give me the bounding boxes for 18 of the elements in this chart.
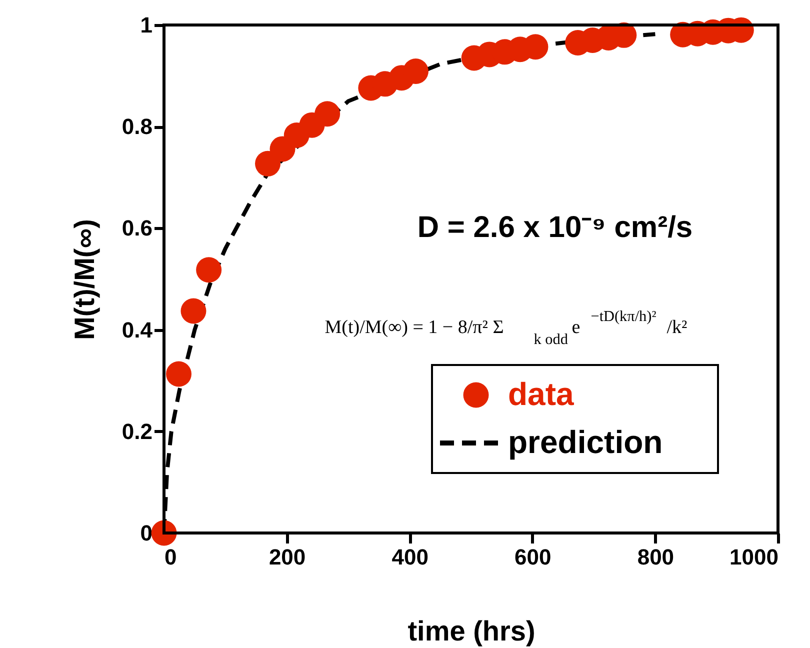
y-tick-label: 0.4	[122, 317, 154, 342]
text: M(t)/M(∞) = 1 − 8/π² Σk odd e−tD(kπ/h)²/k²	[324, 308, 688, 348]
legend-label: prediction	[508, 424, 663, 460]
x-tick-label: 200	[268, 544, 306, 570]
x-tick-label: 400	[392, 544, 428, 570]
y-tick-label: 1	[140, 12, 152, 38]
x-axis-title: time (hrs)	[408, 616, 536, 646]
y-tick-label: 0.8	[122, 114, 152, 140]
y-axis-title: M(t)/M(∞)	[68, 218, 100, 340]
x-tick-label: 1000	[730, 544, 778, 570]
y-tick-label: 0	[140, 520, 152, 546]
y-tick-label: 0.2	[122, 418, 152, 444]
annotation: D = 2.6 x 10⁻⁹ cm²/s	[417, 211, 693, 244]
x-tick-label: 600	[514, 544, 552, 570]
x-tick-label: 800	[637, 544, 674, 570]
x-tick-label: 0	[164, 544, 177, 570]
y-tick-label: 0.6	[122, 216, 152, 241]
legend-label: data	[508, 376, 574, 412]
